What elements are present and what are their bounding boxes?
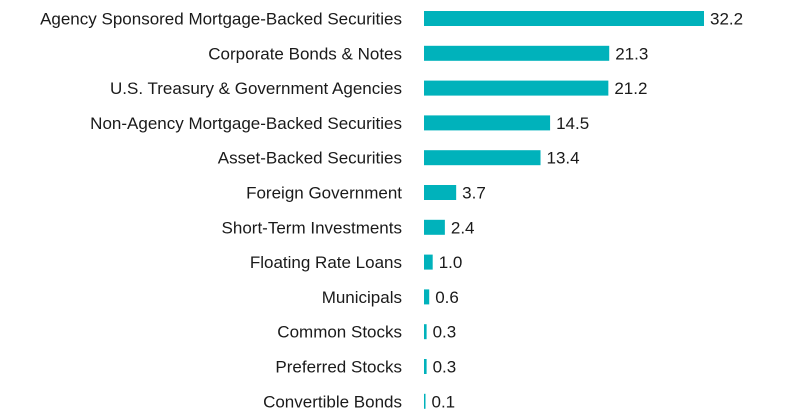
value-label: 2.4 <box>451 218 475 237</box>
category-labels: Agency Sponsored Mortgage-Backed Securit… <box>40 10 402 412</box>
bar <box>424 254 433 270</box>
category-label: Asset-Backed Securities <box>218 149 402 168</box>
value-label: 13.4 <box>547 149 580 168</box>
bar <box>424 359 427 374</box>
value-label: 0.1 <box>432 392 456 411</box>
value-label: 0.6 <box>435 288 459 307</box>
category-label: Agency Sponsored Mortgage-Backed Securit… <box>40 10 402 29</box>
category-label: Municipals <box>322 288 402 307</box>
bar <box>424 150 541 166</box>
category-label: Preferred Stocks <box>275 358 402 377</box>
value-label: 3.7 <box>462 184 486 203</box>
category-label: Corporate Bonds & Notes <box>208 44 402 63</box>
category-label: Common Stocks <box>277 323 402 342</box>
bar <box>424 80 609 96</box>
bar <box>424 11 704 26</box>
bar <box>424 289 430 305</box>
value-label: 32.2 <box>710 10 743 29</box>
bar <box>424 185 457 200</box>
bars <box>424 11 704 409</box>
category-label: Floating Rate Loans <box>250 253 402 272</box>
bar <box>424 219 445 235</box>
category-label: Short-Term Investments <box>222 218 402 237</box>
category-label: Foreign Government <box>246 184 402 203</box>
value-label: 0.3 <box>433 358 457 377</box>
value-label: 14.5 <box>556 114 589 133</box>
value-label: 1.0 <box>439 253 463 272</box>
category-label: Convertible Bonds <box>263 392 402 411</box>
category-label: Non-Agency Mortgage-Backed Securities <box>90 114 402 133</box>
bar <box>424 324 427 340</box>
bar <box>424 393 426 409</box>
value-label: 21.2 <box>614 79 647 98</box>
value-label: 21.3 <box>615 44 648 63</box>
value-labels: 32.2 21.3 21.2 14.5 13.4 3.7 2.4 1.0 0.6 0.3 0.3 0.… <box>432 10 744 412</box>
value-label: 0.3 <box>433 323 457 342</box>
category-label: U.S. Treasury & Government Agencies <box>110 79 402 98</box>
bar <box>424 45 610 61</box>
bar <box>424 115 551 131</box>
